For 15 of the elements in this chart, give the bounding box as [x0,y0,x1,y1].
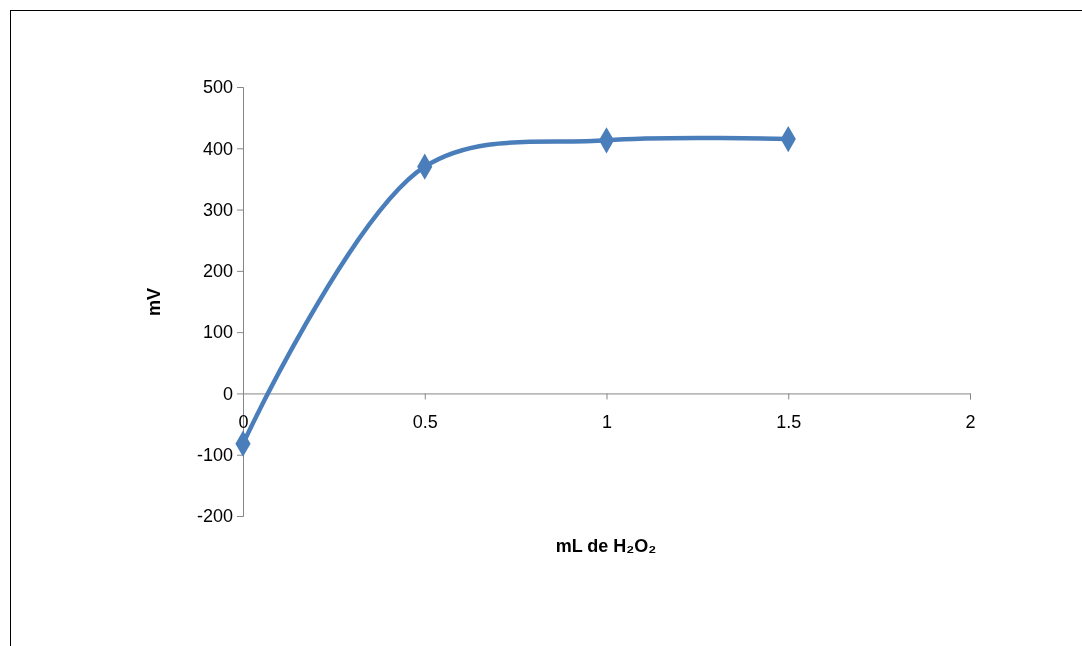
x-tick-label: 0 [238,412,249,433]
x-tick-label: 0.5 [412,412,438,433]
y-tick-label: 0 [222,383,233,404]
x-axis-title: mL de H₂O₂ [555,536,657,556]
x-tick-label: 2 [965,412,976,433]
y-tick-label: 100 [202,322,233,343]
y-tick-label: 300 [202,199,233,220]
y-tick-label: 500 [202,77,233,98]
x-tick-label: 1 [601,412,613,433]
y-tick-label: -100 [196,444,233,465]
y-axis-title: mV [144,287,164,317]
y-tick-label: -200 [196,506,233,527]
y-tick-label: 400 [202,138,233,159]
y-tick-label: 200 [202,261,233,282]
x-tick-label: 1.5 [776,412,802,433]
